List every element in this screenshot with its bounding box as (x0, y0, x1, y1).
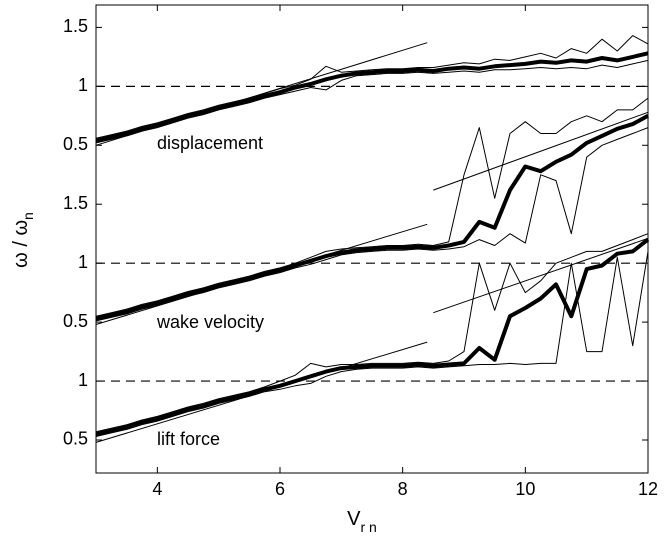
data-line (95, 59, 649, 144)
x-tick-label: 6 (275, 479, 285, 499)
data-line (95, 341, 428, 443)
annotation: lift force (157, 429, 220, 449)
x-label-main: V (347, 508, 361, 530)
plot-frame (95, 4, 649, 474)
y-tick-label: 1.5 (63, 193, 88, 213)
y-axis-label: ω / ωn (10, 212, 35, 268)
data-line (95, 35, 649, 139)
y-tick-label: 1 (78, 370, 88, 390)
data-line (433, 237, 649, 314)
x-tick-label: 12 (638, 479, 658, 499)
data-line (95, 223, 428, 325)
y-tick-label: 0.5 (63, 311, 88, 331)
annotation: displacement (157, 133, 263, 153)
y-tick-label: 0.5 (63, 429, 88, 449)
data-line (433, 111, 649, 191)
y-label-sub: n (20, 212, 36, 220)
x-tick-label: 8 (398, 479, 408, 499)
x-tick-label: 4 (152, 479, 162, 499)
x-label-sub: r n (361, 519, 377, 535)
data-line (95, 233, 649, 433)
annotation: wake velocity (156, 312, 264, 332)
data-line (95, 114, 649, 321)
y-tick-label: 1 (78, 75, 88, 95)
y-tick-label: 1.5 (63, 16, 88, 36)
data-line (95, 251, 649, 437)
y-label-main: ω / ω (10, 220, 32, 268)
data-line (95, 97, 649, 317)
x-tick-label: 10 (515, 479, 535, 499)
y-tick-label: 0.5 (63, 134, 88, 154)
data-line (95, 238, 650, 437)
data-line (95, 51, 649, 143)
data-line (95, 42, 428, 146)
y-tick-label: 1 (78, 252, 88, 272)
x-axis-label: Vr n (347, 508, 377, 534)
